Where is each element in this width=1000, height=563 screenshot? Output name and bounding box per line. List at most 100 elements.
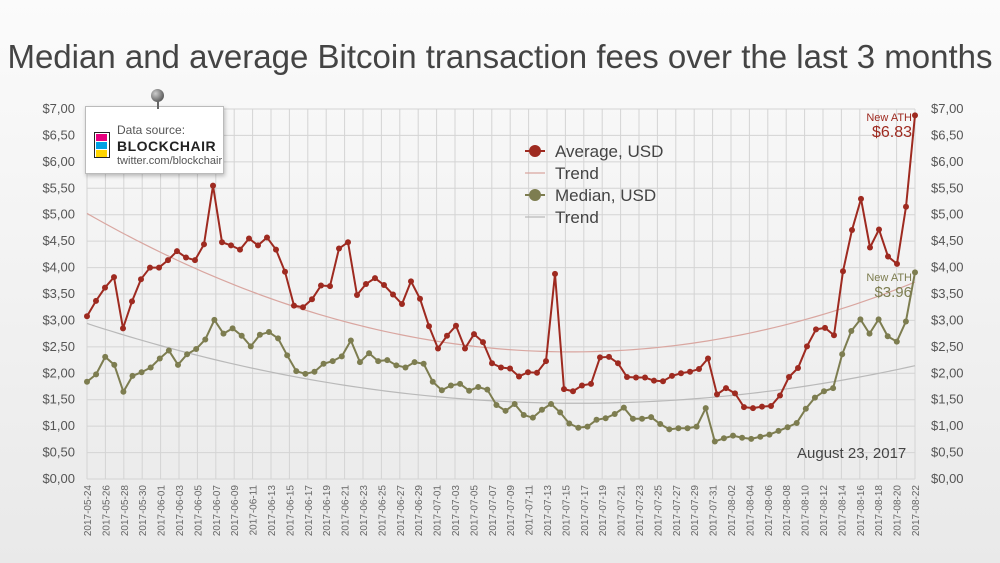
median-data-point (311, 368, 318, 375)
x-tick-label: 2017-07-03 (451, 485, 462, 537)
average-data-point (633, 374, 639, 381)
average-data-point (768, 403, 774, 410)
y-tick-label-left: $1,00 (42, 418, 75, 433)
average-data-point (498, 364, 504, 371)
median-data-point (757, 433, 764, 440)
x-tick-label: 2017-06-21 (341, 485, 352, 537)
median-trend-line (86, 322, 916, 404)
average-data-point (354, 292, 360, 299)
median-data-point (329, 358, 336, 365)
average-data-point (255, 242, 261, 249)
median-data-point (784, 424, 791, 431)
average-ath-label: New ATH (866, 112, 912, 124)
median-data-point (557, 409, 564, 416)
average-data-point (309, 296, 315, 303)
median-data-point (429, 378, 436, 385)
y-tick-label-right: $1,00 (931, 418, 964, 433)
y-tick-label-right: $2,50 (931, 339, 964, 354)
data-source-brand: BLOCKCHAIR (117, 138, 217, 154)
median-data-point (830, 385, 837, 392)
average-data-point (606, 353, 612, 360)
data-source-label: Data source: (117, 123, 186, 137)
x-tick-label: 2017-08-10 (801, 485, 812, 537)
median-data-point (893, 338, 900, 345)
median-data-point (848, 328, 855, 334)
average-data-point (669, 372, 675, 379)
x-tick-label: 2017-08-06 (764, 485, 775, 537)
x-tick-label: 2017-07-15 (561, 485, 572, 537)
x-tick-label: 2017-07-25 (653, 485, 664, 537)
average-data-point (228, 242, 234, 249)
average-trend-line (86, 212, 916, 353)
median-data-point (247, 343, 254, 350)
median-data-point (748, 435, 755, 442)
average-data-point (867, 244, 873, 251)
average-data-point (489, 360, 495, 367)
median-data-point (884, 333, 891, 340)
average-data-point (291, 302, 297, 309)
y-tick-label-right: $7,00 (931, 101, 964, 116)
median-data-point (611, 410, 618, 417)
average-data-point (552, 270, 558, 277)
average-data-point (822, 324, 828, 331)
median-data-point (466, 387, 473, 394)
median-data-point (548, 400, 555, 407)
median-data-point (593, 416, 600, 423)
x-tick-label: 2017-06-19 (322, 485, 333, 537)
x-tick-label: 2017-07-17 (580, 485, 591, 537)
median-data-point (720, 435, 727, 442)
x-tick-label: 2017-08-14 (837, 485, 848, 537)
median-data-point (393, 362, 400, 369)
median-data-point (902, 318, 909, 325)
x-tick-label: 2017-06-05 (193, 485, 204, 537)
median-data-point (102, 353, 109, 360)
median-data-point (457, 380, 464, 387)
median-data-point (811, 394, 818, 401)
x-tick-label: 2017-06-13 (267, 485, 278, 537)
average-data-point (705, 355, 711, 362)
x-tick-label: 2017-06-17 (304, 485, 315, 537)
average-data-point (480, 339, 486, 346)
average-ath-annotation: New ATH $6.83 (866, 112, 912, 142)
x-tick-label: 2017-07-27 (672, 485, 683, 537)
chart-title: Median and average Bitcoin transaction f… (7, 38, 993, 75)
average-data-point (183, 254, 189, 261)
average-data-point (435, 345, 441, 352)
median-ath-annotation: New ATH $3.96 (866, 272, 912, 301)
x-tick-label: 2017-06-29 (414, 485, 425, 537)
median-data-point (366, 350, 373, 357)
y-tick-label-right: $0,00 (931, 471, 964, 486)
y-tick-label-left: $7,00 (42, 101, 75, 116)
median-data-point (120, 388, 127, 395)
average-data-point (417, 295, 423, 302)
date-label: August 23, 2017 (797, 445, 907, 462)
median-data-point (320, 360, 327, 367)
x-tick-label: 2017-06-25 (377, 485, 388, 537)
median-data-point (220, 330, 227, 337)
median-data-point (702, 405, 709, 412)
average-data-point (840, 268, 846, 275)
x-tick-label: 2017-08-20 (893, 485, 904, 537)
average-data-point (624, 373, 630, 380)
x-tick-label: 2017-08-04 (745, 485, 756, 537)
average-data-point (372, 275, 378, 282)
median-data-point (229, 325, 236, 332)
median-data-point (529, 414, 536, 421)
median-legend-marker (529, 189, 541, 201)
x-tick-label: 2017-06-27 (396, 485, 407, 537)
x-tick-label: 2017-06-07 (212, 485, 223, 537)
median-data-point (866, 330, 873, 337)
y-tick-label-left: $3,50 (42, 286, 75, 301)
x-tick-label: 2017-08-12 (819, 485, 830, 537)
median-data-point (211, 316, 218, 323)
median-data-point (739, 434, 746, 441)
median-data-point (775, 427, 782, 434)
x-tick-label: 2017-08-08 (782, 485, 793, 537)
y-tick-label-right: $4,00 (931, 260, 964, 275)
median-data-point (402, 364, 409, 371)
average_trend-legend-label: Trend (555, 164, 599, 183)
median-data-point (184, 351, 191, 358)
median-data-point (420, 360, 427, 367)
y-tick-label-right: $3,00 (931, 312, 964, 327)
